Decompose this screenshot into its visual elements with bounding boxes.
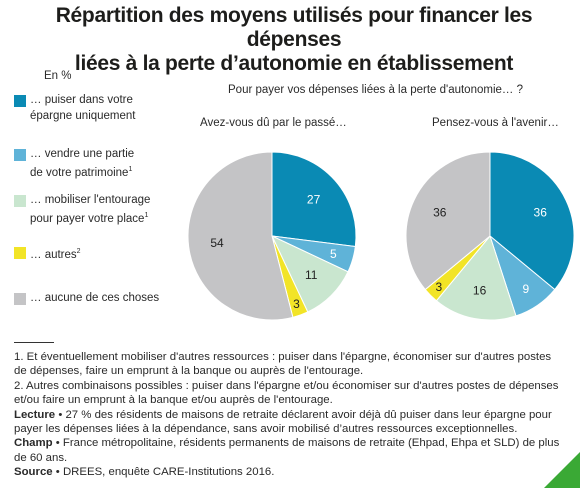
legend-swatch-autres xyxy=(14,247,26,259)
pie-label-past-entourage: 11 xyxy=(305,268,318,282)
legend-label-entourage-2: pour payer votre place xyxy=(30,212,145,225)
note-champ: Champ • France métropolitaine, résidents… xyxy=(14,436,566,465)
legend-swatch-entourage xyxy=(14,195,26,207)
legend-swatch-aucune xyxy=(14,293,26,305)
pie-label-past-epargne: 27 xyxy=(307,192,321,206)
note-source-text: • DREES, enquête CARE-Institutions 2016. xyxy=(52,466,275,479)
note-lecture-text: • 27 % des résidents de maisons de retra… xyxy=(14,408,552,436)
note-champ-label: Champ xyxy=(14,437,53,450)
pie-label-future-entourage: 16 xyxy=(473,284,487,298)
pie-charts: 27 5 11 3 54 36 9 16 3 36 xyxy=(187,151,575,321)
legend-label-entourage-1: … mobiliser l'entourage xyxy=(30,194,151,206)
legend-label-patrimoine-2: de votre patrimoine xyxy=(30,166,129,179)
pie-slice-past-aucune xyxy=(187,151,294,321)
legend-label-epargne-1: … puiser dans votre xyxy=(30,94,133,106)
legend-label-aucune-1: … aucune de ces choses xyxy=(30,292,160,304)
pie-title-past: Avez-vous dû par le passé… xyxy=(200,117,347,129)
title-line-2: liées à la perte d’autonomie en établiss… xyxy=(74,52,514,75)
title-line-1: Répartition des moyens utilisés pour fin… xyxy=(55,4,533,51)
legend-label-epargne-2: épargne uniquement xyxy=(30,110,136,122)
unit-label: En % xyxy=(44,70,72,82)
footnote-rule xyxy=(14,342,54,343)
pie-slice-future-entourage xyxy=(435,234,517,321)
note-lecture-label: Lecture xyxy=(14,408,56,421)
pie-label-past-patrimoine: 5 xyxy=(330,247,337,261)
footnote-1: 1. Et éventuellement mobiliser d'autres … xyxy=(14,351,552,378)
chart-question: Pour payer vos dépenses liées à la perte… xyxy=(228,84,523,96)
pie-label-future-patrimoine: 9 xyxy=(523,282,530,296)
legend-swatch-epargne xyxy=(14,95,26,107)
footnotes: 1. Et éventuellement mobiliser d'autres … xyxy=(14,350,566,480)
pie-label-future-aucune: 36 xyxy=(433,205,447,219)
legend-sup-autres: 2 xyxy=(76,248,81,255)
pie-label-future-epargne: 36 xyxy=(534,205,548,219)
footnote-2: 2. Autres combinaisons possibles : puise… xyxy=(14,379,559,407)
note-lecture: Lecture • 27 % des résidents de maisons … xyxy=(14,408,566,437)
pie-label-future-autres: 3 xyxy=(436,280,443,294)
legend-swatch-patrimoine xyxy=(14,149,26,161)
pie-label-past-aucune: 54 xyxy=(210,236,224,250)
legend-label-autres-1: … autres xyxy=(30,248,77,261)
chart-title: Répartition des moyens utilisés pour fin… xyxy=(20,4,568,76)
note-source: Source • DREES, enquête CARE-Institution… xyxy=(14,465,566,479)
corner-accent xyxy=(544,452,580,488)
note-champ-text: • France métropolitaine, résidents perma… xyxy=(14,437,560,464)
note-source-label: Source xyxy=(14,466,53,479)
legend-sup-patrimoine: 1 xyxy=(128,166,133,173)
pie-slice-future-aucune xyxy=(405,151,491,291)
legend-label-patrimoine-1: … vendre une partie xyxy=(30,148,135,160)
pie-slice-future-epargne xyxy=(489,151,575,291)
legend-sup-entourage: 1 xyxy=(144,212,149,219)
pie-title-future: Pensez-vous à l'avenir… xyxy=(432,117,559,129)
pie-slice-past-epargne xyxy=(271,151,357,248)
pie-label-past-autres: 3 xyxy=(293,297,300,311)
